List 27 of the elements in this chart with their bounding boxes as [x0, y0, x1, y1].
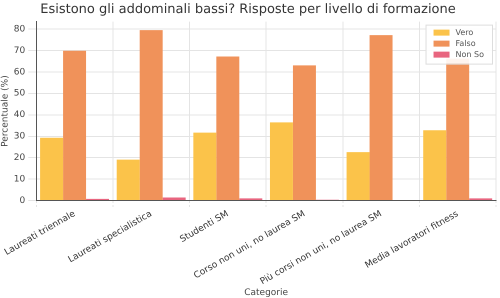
- bar: [292, 65, 316, 200]
- x-axis-title: Categorie: [244, 288, 288, 298]
- bar: [63, 50, 86, 200]
- y-tick-label: 10: [14, 174, 26, 184]
- y-tick-label: 0: [20, 196, 26, 206]
- chart-title: Esistono gli addominali bassi? Risposte per livello di formazione: [40, 2, 456, 18]
- legend-label: Falso: [456, 39, 476, 48]
- y-tick-label: 50: [14, 88, 26, 99]
- legend-label: Non So: [456, 50, 484, 60]
- y-tick-label: 20: [14, 153, 26, 164]
- y-axis-title: Percentuale (%): [0, 75, 11, 147]
- bar: [216, 56, 240, 200]
- y-tick-label: 60: [14, 67, 26, 78]
- legend-label: Vero: [456, 28, 474, 38]
- bar: [193, 132, 216, 200]
- y-tick-label: 30: [14, 132, 26, 142]
- bar: [346, 152, 370, 200]
- y-tick-label: 70: [14, 46, 26, 56]
- bar: [270, 122, 293, 200]
- bar: [116, 160, 140, 200]
- y-tick-label: 40: [14, 110, 26, 120]
- bar: [162, 198, 186, 200]
- bar: [370, 35, 393, 200]
- bar: [423, 130, 446, 200]
- bar: [140, 30, 163, 200]
- y-tick-label: 80: [14, 24, 26, 34]
- bar: [40, 138, 64, 200]
